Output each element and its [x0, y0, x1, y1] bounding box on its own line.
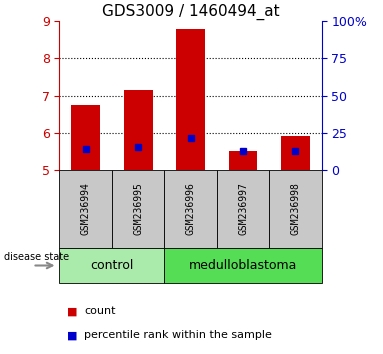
Text: count: count — [84, 306, 116, 316]
Text: GSM236995: GSM236995 — [133, 182, 143, 235]
Bar — [281, 136, 310, 170]
Title: GDS3009 / 1460494_at: GDS3009 / 1460494_at — [102, 4, 279, 20]
Text: GSM236998: GSM236998 — [290, 182, 301, 235]
Text: GSM236997: GSM236997 — [238, 182, 248, 235]
Text: GSM236994: GSM236994 — [80, 182, 91, 235]
Bar — [176, 29, 205, 170]
Text: GSM236996: GSM236996 — [185, 182, 196, 235]
Text: percentile rank within the sample: percentile rank within the sample — [84, 330, 272, 341]
Bar — [124, 90, 152, 170]
Bar — [71, 105, 100, 170]
Text: ■: ■ — [67, 330, 77, 341]
Text: ■: ■ — [67, 306, 77, 316]
Text: disease state: disease state — [4, 252, 69, 262]
Bar — [229, 152, 257, 170]
Text: control: control — [90, 259, 134, 272]
Text: medulloblastoma: medulloblastoma — [189, 259, 297, 272]
